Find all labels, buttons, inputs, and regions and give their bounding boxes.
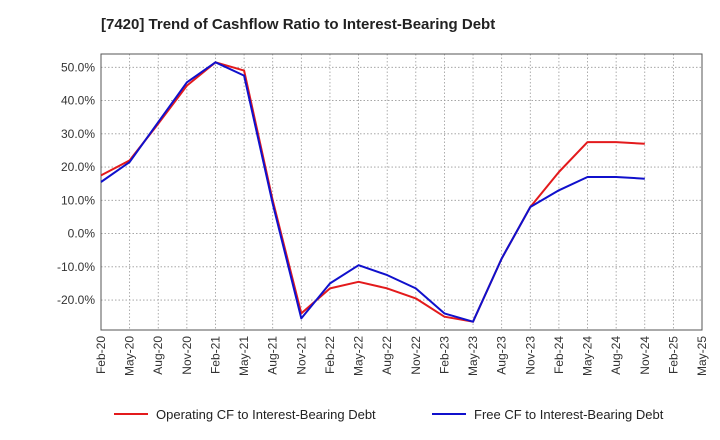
legend-label: Free CF to Interest-Bearing Debt — [474, 407, 664, 422]
y-tick-label: 50.0% — [61, 60, 95, 74]
x-tick-label: Aug-23 — [495, 336, 509, 375]
x-tick-label: May-25 — [695, 336, 709, 376]
x-tick-label: Aug-22 — [380, 336, 394, 375]
x-tick-label: May-20 — [123, 336, 137, 376]
x-tick-label: Nov-24 — [638, 336, 652, 375]
x-tick-label: Aug-20 — [151, 336, 165, 375]
y-tick-label: 40.0% — [61, 94, 95, 108]
x-tick-label: Nov-23 — [523, 336, 537, 375]
y-tick-label: -20.0% — [57, 293, 95, 307]
y-tick-label: 10.0% — [61, 193, 95, 207]
legend: Operating CF to Interest-Bearing Debt Fre… — [114, 407, 664, 422]
x-tick-label: Feb-20 — [94, 336, 108, 374]
x-tick-label: May-22 — [352, 336, 366, 376]
plot-frame — [100, 53, 703, 331]
x-tick-label: Nov-21 — [294, 336, 308, 375]
x-tick-label: May-21 — [237, 336, 251, 376]
y-tick-label: 20.0% — [61, 160, 95, 174]
y-axis-tick-labels: -20.0% -10.0% 0.0% 10.0% 20.0% 30.0% 40.0% 50.0… — [57, 60, 95, 307]
x-tick-label: May-23 — [466, 336, 480, 376]
series-line-free-cf — [100, 61, 645, 323]
x-tick-label: Nov-22 — [409, 336, 423, 375]
y-tick-label: 0.0% — [68, 227, 96, 241]
x-tick-label: Aug-24 — [609, 336, 623, 375]
x-tick-label: Aug-21 — [266, 336, 280, 375]
legend-label: Operating CF to Interest-Bearing Debt — [156, 407, 376, 422]
x-tick-label: Nov-20 — [180, 336, 194, 375]
grid-lines — [100, 54, 703, 330]
x-tick-label: Feb-25 — [666, 336, 680, 374]
x-tick-label: Feb-21 — [208, 336, 222, 374]
y-tick-label: -10.0% — [57, 260, 95, 274]
x-tick-label: May-24 — [581, 336, 595, 376]
x-tick-label: Feb-22 — [323, 336, 337, 374]
series-line-operating-cf — [100, 61, 645, 323]
chart-title: [7420] Trend of Cashflow Ratio to Intere… — [101, 16, 496, 33]
x-tick-label: Feb-23 — [437, 336, 451, 374]
y-tick-label: 30.0% — [61, 127, 95, 141]
x-tick-label: Feb-24 — [552, 336, 566, 374]
series-lines — [100, 61, 645, 323]
x-axis-tick-labels: Feb-20 May-20 Aug-20 Nov-20 Feb-21 May-21 Aug-… — [94, 336, 709, 376]
